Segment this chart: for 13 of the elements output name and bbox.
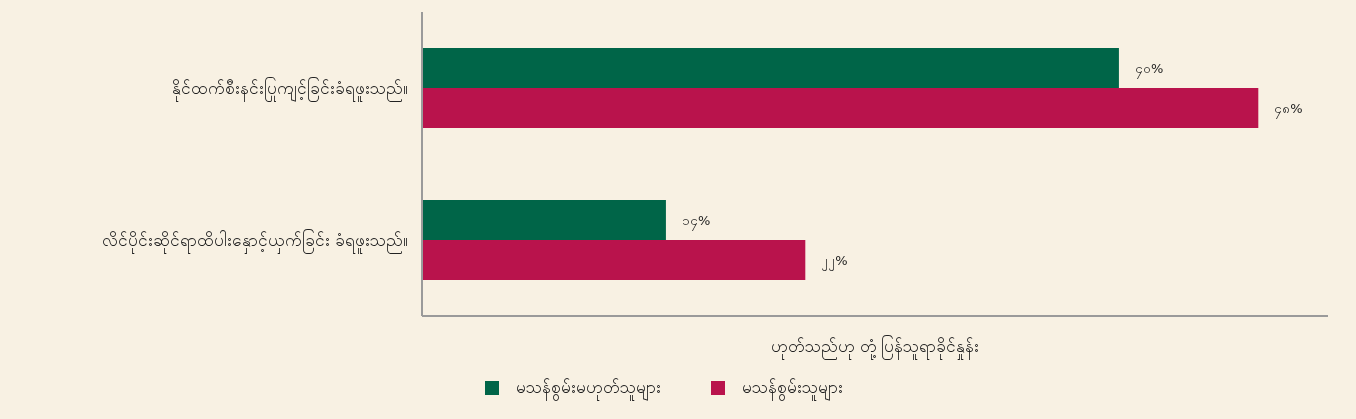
x-axis-title: ဟုတ်သည်ဟု တုံ့ပြန်သူရာခိုင်နှုန်း bbox=[770, 335, 980, 360]
legend-label: မသန်စွမ်းသူများ bbox=[742, 375, 843, 401]
bar bbox=[422, 200, 666, 240]
data-label: ၄၈% bbox=[1274, 100, 1303, 119]
data-label: ၄၀% bbox=[1134, 60, 1164, 79]
data-label: ၂၂% bbox=[821, 252, 848, 271]
bar bbox=[422, 48, 1119, 88]
y-tick-label: နိုင်ထက်စီးနင်းပြုကျင့်ခြင်းခံရဖူးသည်။ bbox=[172, 77, 408, 102]
y-tick-label: လိင်ပိုင်းဆိုင်ရာထိပါးနှောင့်ယှက်ခြင်း ခံရဖူးသည်။ bbox=[101, 229, 408, 254]
bar bbox=[422, 240, 806, 280]
bar bbox=[422, 88, 1259, 128]
legend-label: မသန်စွမ်းမဟုတ်သူများ bbox=[516, 375, 661, 401]
data-label: ၁၄% bbox=[681, 212, 711, 231]
